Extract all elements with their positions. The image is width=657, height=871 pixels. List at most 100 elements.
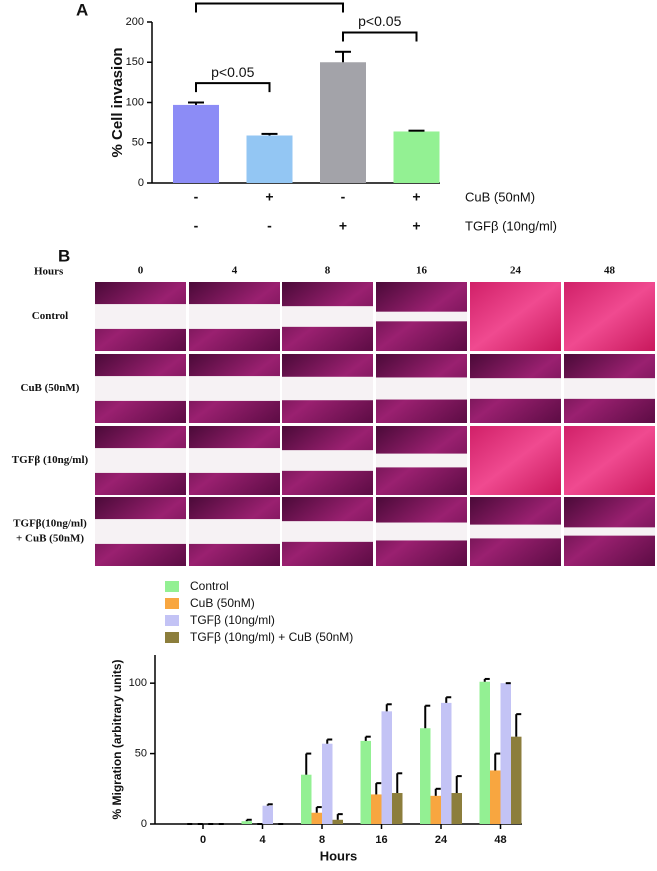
x-axis-label: Hours [320,848,358,863]
bar [247,136,293,183]
bar [320,62,366,183]
scratch-gap [95,448,186,473]
y-tick-label: 200 [126,16,144,28]
bar [480,682,491,824]
scratch-gap [376,312,467,322]
condition-name: TGFβ (10ng/ml) [465,218,557,233]
scratch-gap [189,376,280,401]
micrograph [564,426,655,495]
scratch-gap [376,523,467,541]
y-tick-label: 0 [141,818,147,830]
grid-column-label: 8 [325,265,331,277]
bar [382,711,393,824]
micrograph [470,426,561,495]
condition-mark: - [267,218,272,234]
legend-swatch [165,598,179,609]
x-tick-label: 0 [200,834,206,846]
scratch-gap [282,450,373,471]
significance-bracket [196,83,270,92]
bar [301,775,312,824]
bar [420,728,431,824]
y-tick-label: 50 [135,747,147,759]
grid-row-label: TGFβ(10ng/ml) [13,518,87,530]
scratch-gap [189,304,280,329]
legend-swatch [165,581,179,592]
scratch-gap [282,521,373,542]
significance-bracket [343,32,417,41]
significance-label: p<0.05 [211,64,254,80]
bar [490,770,501,824]
y-tick-label: 100 [126,96,144,108]
grid-row-label: + CuB (50nM) [16,533,84,545]
condition-name: CuB (50nM) [465,189,535,204]
condition-mark: - [341,189,346,205]
bar [501,683,512,824]
scratch-gap [376,454,467,468]
y-axis-label: % Cell invasion [109,47,126,157]
legend-label: TGFβ (10ng/ml) [190,613,275,627]
bar [173,105,219,183]
scratch-gap [95,519,186,544]
grid-corner-label: Hours [34,266,64,278]
panel-label: B [58,246,70,265]
micrograph [564,282,655,351]
bar [242,821,253,824]
bar [511,737,522,824]
micrograph [470,282,561,351]
condition-mark: + [265,189,273,205]
bar [333,820,344,824]
bar [392,793,403,824]
x-tick-label: 48 [494,834,506,846]
bar [452,793,463,824]
condition-mark: + [412,189,420,205]
scratch-gap [95,376,186,401]
y-tick-label: 50 [132,137,144,149]
x-tick-label: 16 [375,834,387,846]
bar [322,744,333,824]
grid-column-label: 0 [138,265,144,277]
bar [361,741,372,824]
x-tick-label: 8 [319,834,325,846]
significance-label: p<0.05 [358,13,401,29]
grid-column-label: 24 [510,265,522,277]
bar [312,813,323,824]
grid-column-label: 16 [416,265,428,277]
scratch-gap [564,527,655,535]
grid-column-label: 48 [604,265,616,277]
significance-bracket [196,3,343,12]
scratch-gap [95,304,186,329]
y-tick-label: 100 [129,677,147,689]
bar [263,806,274,824]
scratch-gap [470,378,561,399]
bar [431,796,442,824]
legend-swatch [165,615,179,626]
legend-label: CuB (50nM) [190,596,255,610]
scratch-gap [189,448,280,473]
scratch-gap [189,519,280,544]
x-tick-label: 4 [259,834,266,846]
y-tick-label: 0 [138,177,144,189]
y-tick-label: 150 [126,56,144,68]
grid-row-label: Control [32,310,68,322]
legend-swatch [165,632,179,643]
legend-label: Control [190,579,229,593]
y-axis-label: % Migration (arbitrary units) [110,659,124,819]
bar [394,131,440,183]
grid-row-label: CuB (50nM) [21,382,80,394]
scratch-gap [282,306,373,327]
bar [441,703,452,824]
x-tick-label: 24 [435,834,448,846]
grid-column-label: 4 [232,265,238,277]
condition-mark: + [339,218,347,234]
condition-mark: + [412,218,420,234]
grid-row-label: TGFβ (10ng/ml) [12,454,89,466]
panel-label: A [76,0,88,19]
condition-mark: - [194,189,199,205]
scratch-gap [470,525,561,539]
bar [371,794,382,824]
condition-mark: - [194,218,199,234]
scratch-gap [564,378,655,399]
scratch-gap [282,377,373,400]
